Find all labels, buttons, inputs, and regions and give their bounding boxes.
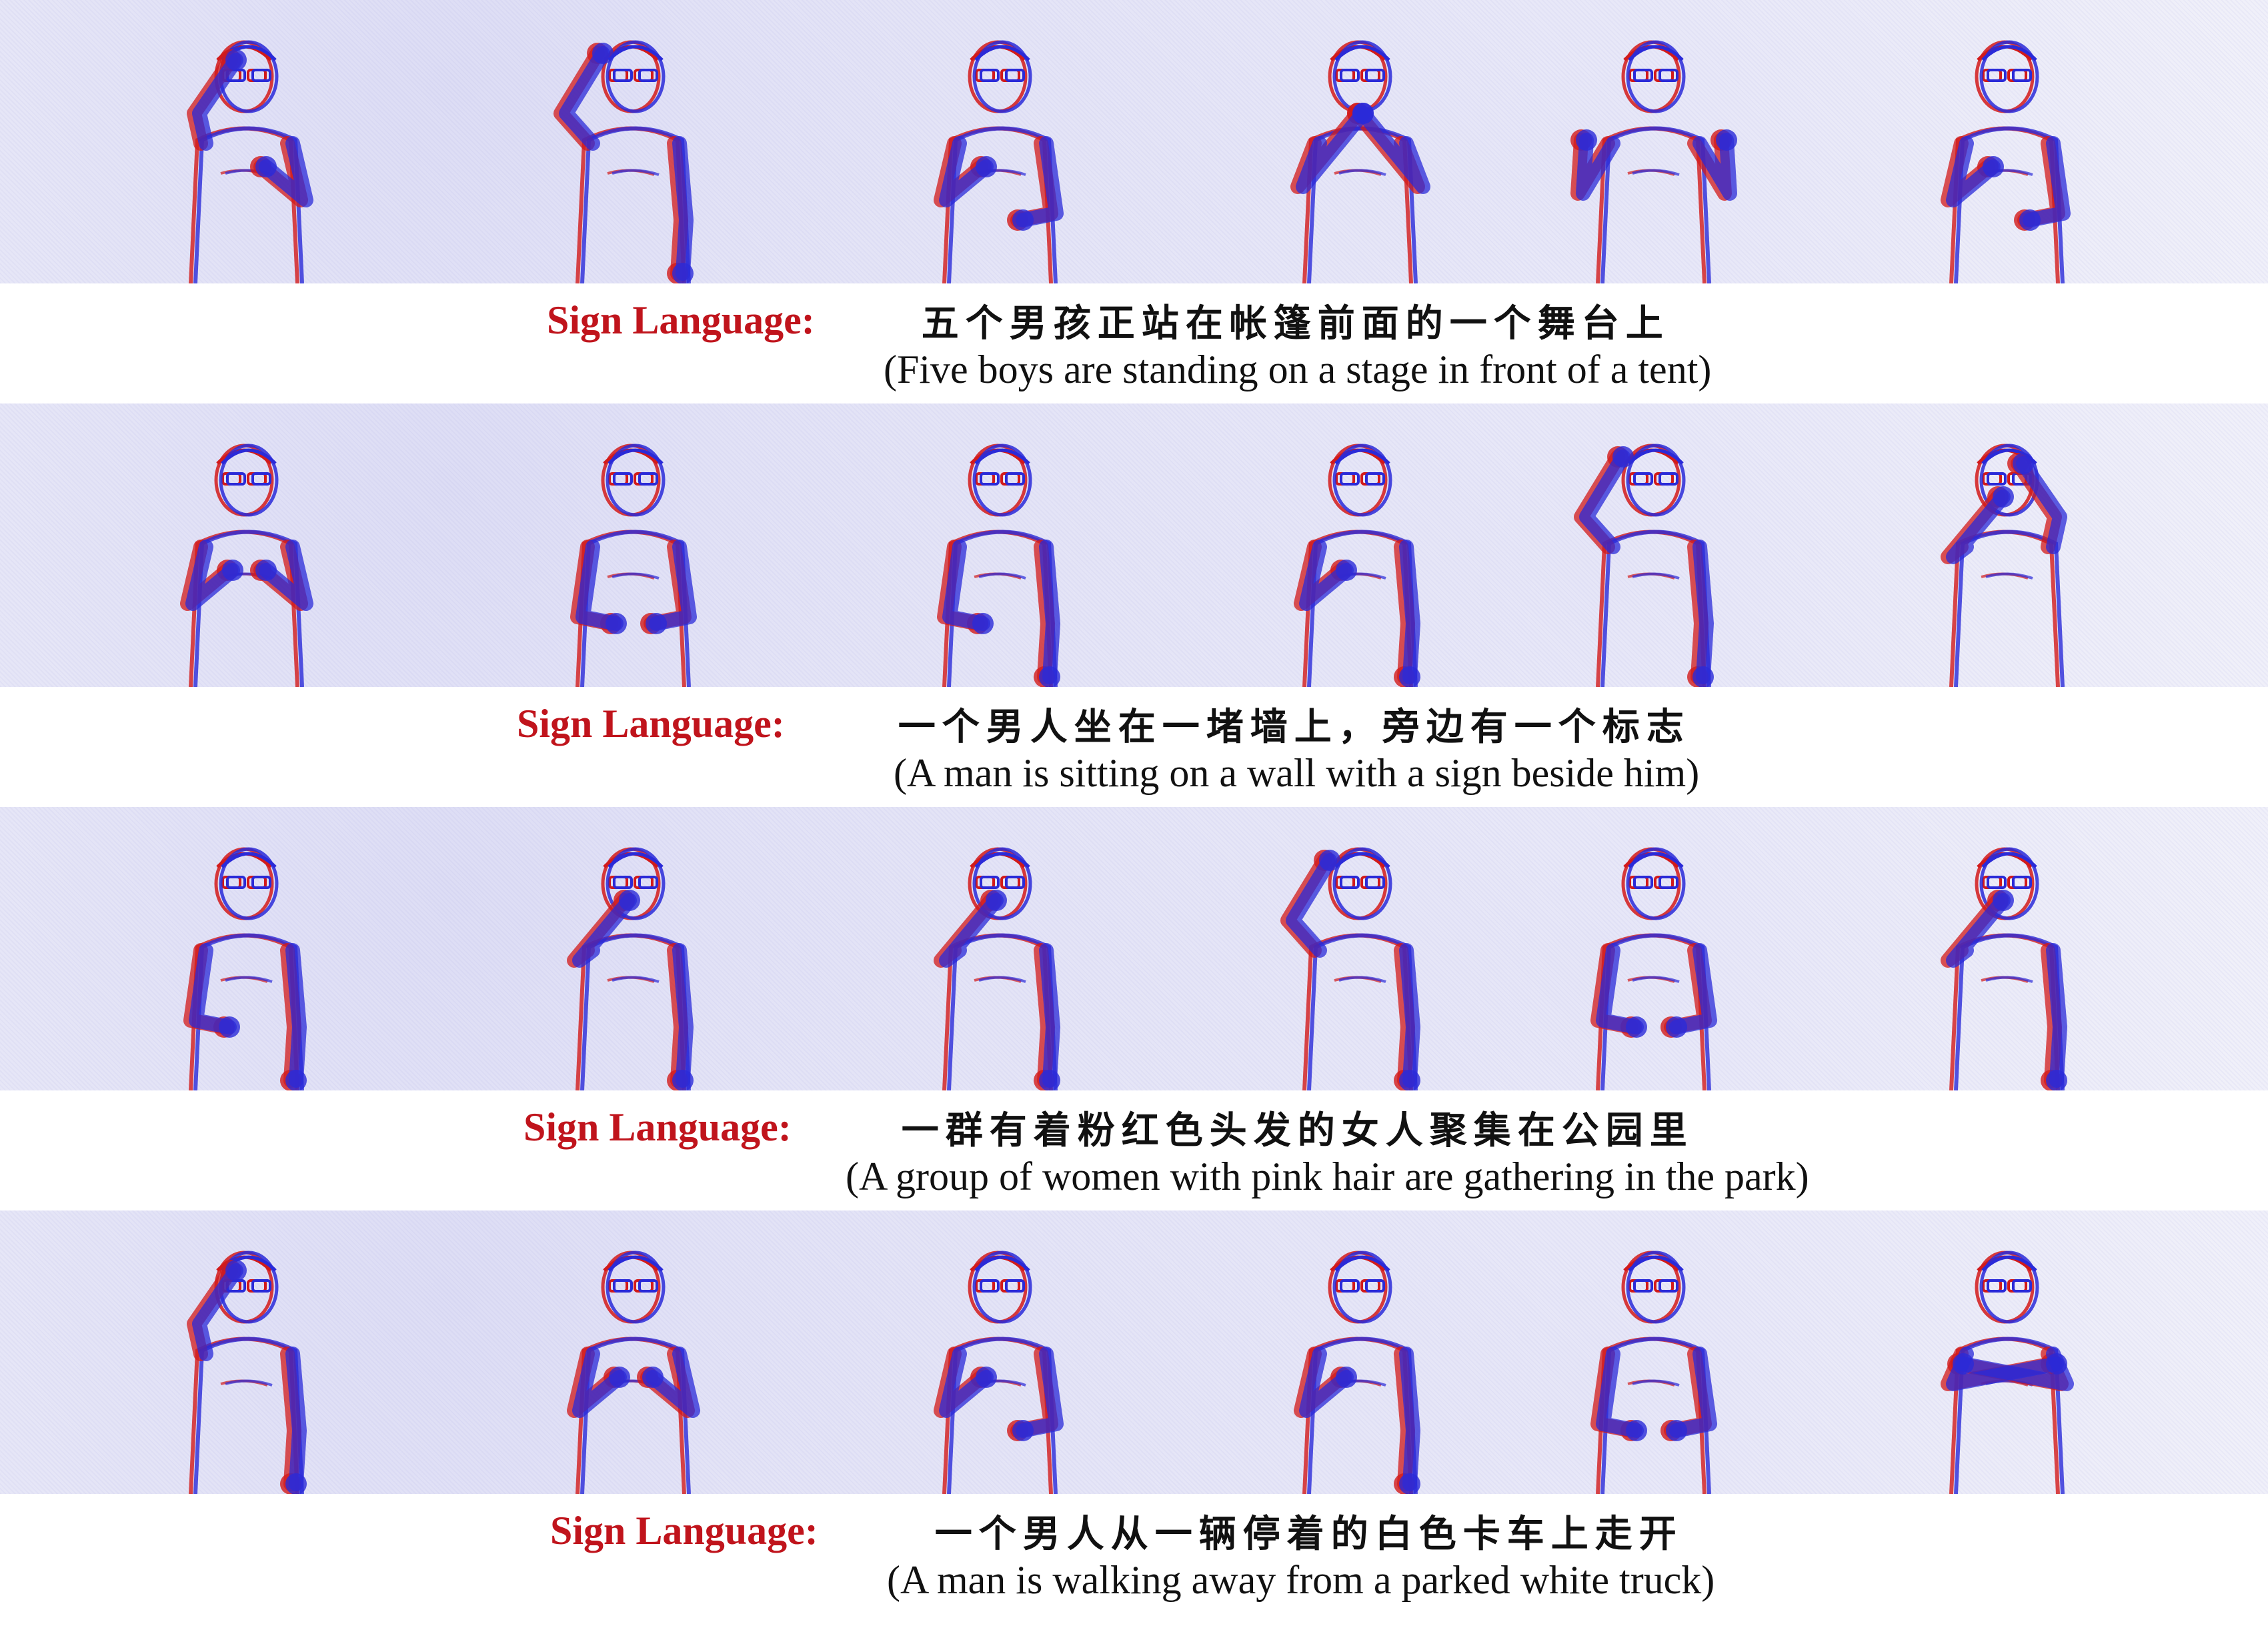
signer-frame [147,403,347,687]
sign-language-label: Sign Language: [550,1508,818,1553]
caption-sign-language: Sign Language: 一个男人从一辆停着的白色卡车上走开 [550,1504,1683,1557]
signer-frame [1554,807,1754,1090]
signer-frame [533,807,734,1090]
signer-figure [1941,40,2071,283]
caption-sign-language: Sign Language: 五个男孩正站在帐篷前面的一个舞台上 [547,293,1670,347]
signer-figure [183,847,307,1090]
signer-figure [1941,1251,2074,1494]
signer-frame [1260,1210,1460,1494]
signer-figure [570,444,697,687]
signer-frame [147,0,347,283]
signer-frame [1907,403,2107,687]
signer-figure [1280,847,1420,1090]
signer-frame [1554,403,1754,687]
sign-language-label: Sign Language: [523,1104,792,1149]
chinese-sentence: 一个男人从一辆停着的白色卡车上走开 [934,1512,1683,1556]
sign-language-label: Sign Language: [517,701,785,746]
caption-sign-language: Sign Language: 一个男人坐在一堵墙上，旁边有一个标志 [517,697,1690,750]
signer-frame [1260,807,1460,1090]
signer-frame [900,1210,1100,1494]
signer-frame [533,1210,734,1494]
signer-figure [934,847,1060,1090]
sample-row-4: Sign Language: 一个男人从一辆停着的白色卡车上走开 (A man … [0,1210,2268,1632]
caption-sign-language: Sign Language: 一群有着粉红色头发的女人聚集在公园里 [523,1100,1694,1154]
english-translation: (A group of women with pink hair are gat… [846,1154,1809,1198]
signer-frame [147,1210,347,1494]
event-frames-strip [0,1210,2268,1494]
signer-figure [937,444,1060,687]
chinese-sentence: 一群有着粉红色头发的女人聚集在公园里 [901,1108,1694,1152]
signer-frame [1260,0,1460,283]
event-frames-strip [0,403,2268,687]
signer-figure [567,847,694,1090]
sign-language-label: Sign Language: [547,297,815,342]
signer-figure [1590,847,1717,1090]
signer-figure [1941,847,2067,1090]
signer-figure [187,40,313,283]
signer-frame [533,0,734,283]
signer-figure [1294,1251,1420,1494]
signer-frame [1907,807,2107,1090]
signer-frame [1260,403,1460,687]
sample-row-3: Sign Language: 一群有着粉红色头发的女人聚集在公园里 (A gro… [0,807,2268,1210]
signer-frame [900,807,1100,1090]
english-translation: (A man is sitting on a wall with a sign … [894,751,1700,795]
signer-figure [1574,444,1714,687]
signer-frame [533,403,734,687]
signer-frame [900,403,1100,687]
signer-figure [187,1251,307,1494]
event-frames-strip [0,0,2268,283]
chinese-sentence: 一个男人坐在一堵墙上，旁边有一个标志 [898,705,1690,749]
signer-frame [1554,1210,1754,1494]
signer-figure [567,1251,700,1494]
signer-frame [900,0,1100,283]
signer-frame [1907,1210,2107,1494]
sample-row-1: Sign Language: 五个男孩正站在帐篷前面的一个舞台上 (Five b… [0,0,2268,403]
signer-figure [553,40,694,283]
signer-figure [1570,40,1737,283]
signer-figure [934,1251,1064,1494]
english-translation: (A man is walking away from a parked whi… [887,1558,1715,1602]
signer-figure [1941,444,2067,687]
signer-frame [147,807,347,1090]
signer-figure [1294,444,1420,687]
signer-figure [1590,1251,1717,1494]
signer-figure [1290,40,1430,283]
sample-row-2: Sign Language: 一个男人坐在一堵墙上，旁边有一个标志 (A man… [0,403,2268,807]
signer-frame [1907,0,2107,283]
signer-figure [180,444,313,687]
signer-figure [934,40,1064,283]
chinese-sentence: 五个男孩正站在帐篷前面的一个舞台上 [921,301,1670,345]
english-translation: (Five boys are standing on a stage in fr… [884,347,1712,391]
signer-frame [1554,0,1754,283]
event-frames-strip [0,807,2268,1090]
